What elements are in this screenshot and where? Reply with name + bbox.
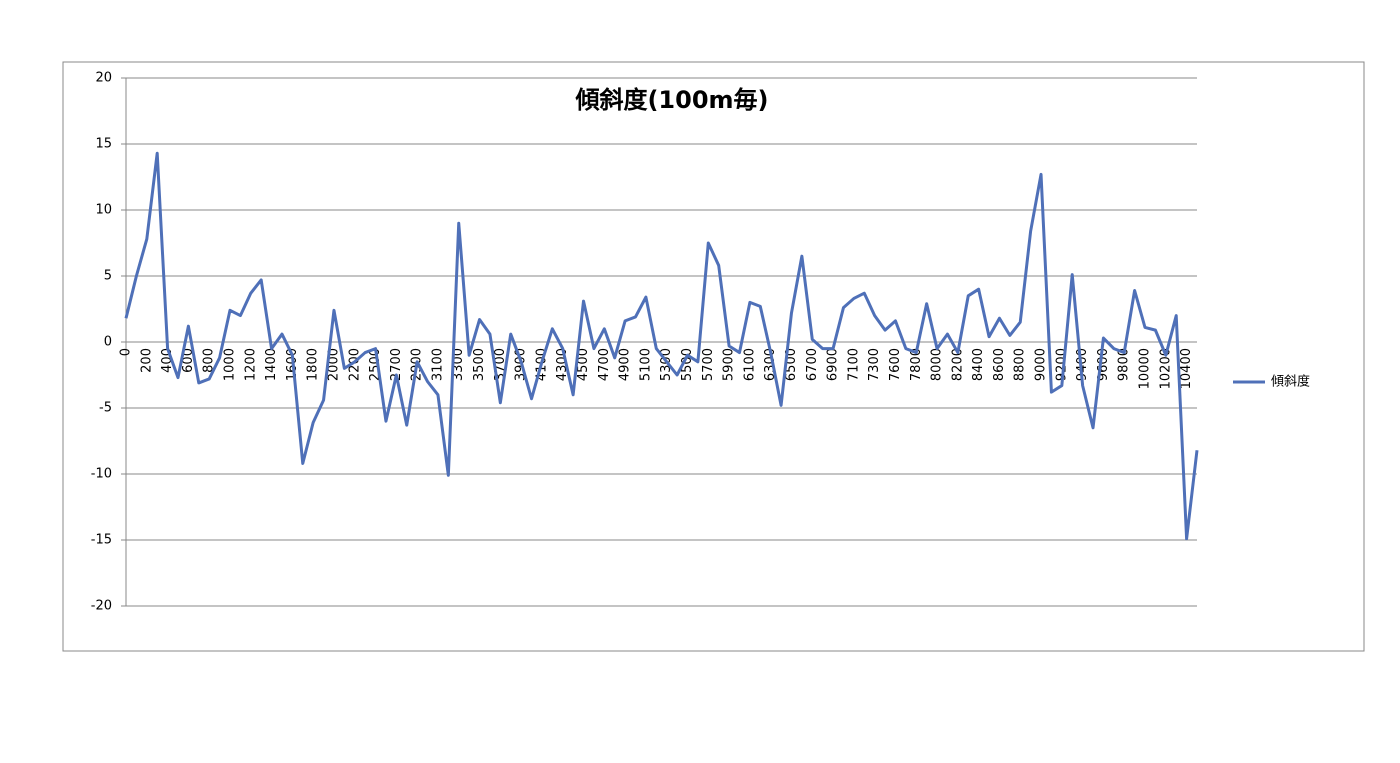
x-tick-label: 3500 <box>472 348 487 381</box>
y-tick-label: -5 <box>99 401 112 416</box>
x-tick-label: 6900 <box>826 348 841 381</box>
x-tick-label: 7100 <box>846 348 861 381</box>
x-tick-label: 5700 <box>701 348 716 381</box>
x-tick-label: 6100 <box>742 348 757 381</box>
y-tick-label: -15 <box>91 533 112 548</box>
x-tick-label: 7800 <box>909 348 924 381</box>
x-tick-label: 2000 <box>326 348 341 381</box>
x-tick-label: 5900 <box>722 348 737 381</box>
x-tick-label: 400 <box>160 348 175 373</box>
x-tick-label: 9800 <box>1117 348 1132 381</box>
y-tick-label: 0 <box>104 335 112 350</box>
x-tick-label: 7300 <box>867 348 882 381</box>
x-tick-label: 8000 <box>930 348 945 381</box>
x-tick-label: 10200 <box>1158 348 1173 389</box>
x-tick-label: 4900 <box>618 348 633 381</box>
x-tick-label: 4500 <box>576 348 591 381</box>
y-tick-label: -20 <box>91 599 112 614</box>
x-tick-label: 10400 <box>1179 348 1194 389</box>
y-tick-label: 20 <box>95 71 112 86</box>
x-tick-label: 8400 <box>971 348 986 381</box>
x-tick-label: 8600 <box>992 348 1007 381</box>
x-tick-label: 5100 <box>638 348 653 381</box>
x-tick-label: 1800 <box>306 348 321 381</box>
x-tick-label: 9000 <box>1034 348 1049 381</box>
x-tick-label: 8800 <box>1013 348 1028 381</box>
x-tick-label: 1000 <box>222 348 237 381</box>
data-line <box>124 151 1199 541</box>
x-tick-label: 1200 <box>243 348 258 381</box>
y-tick-label: 15 <box>95 137 112 152</box>
x-tick-label: 3300 <box>451 348 466 381</box>
x-tick-label: 3100 <box>430 348 445 381</box>
legend-label: 傾斜度 <box>1271 374 1310 390</box>
x-tick-label: 800 <box>202 348 217 373</box>
x-tick-label: 7600 <box>888 348 903 381</box>
x-tick-label: 1400 <box>264 348 279 381</box>
x-tick-label: 8200 <box>950 348 965 381</box>
chart-title: 傾斜度(100m毎) <box>574 86 768 114</box>
y-tick-label: 10 <box>95 203 112 218</box>
x-tick-label: 6700 <box>805 348 820 381</box>
x-tick-label: 0 <box>119 348 134 356</box>
x-tick-label: 200 <box>139 348 154 373</box>
y-tick-label: 5 <box>104 269 112 284</box>
x-tick-label: 2200 <box>347 348 362 381</box>
y-tick-label: -10 <box>91 467 112 482</box>
x-tick-label: 2700 <box>389 348 404 381</box>
x-tick-label: 10000 <box>1138 348 1153 389</box>
x-tick-label: 4700 <box>597 348 612 381</box>
chart-border <box>62 61 1365 652</box>
x-tick-label: 4300 <box>555 348 570 381</box>
